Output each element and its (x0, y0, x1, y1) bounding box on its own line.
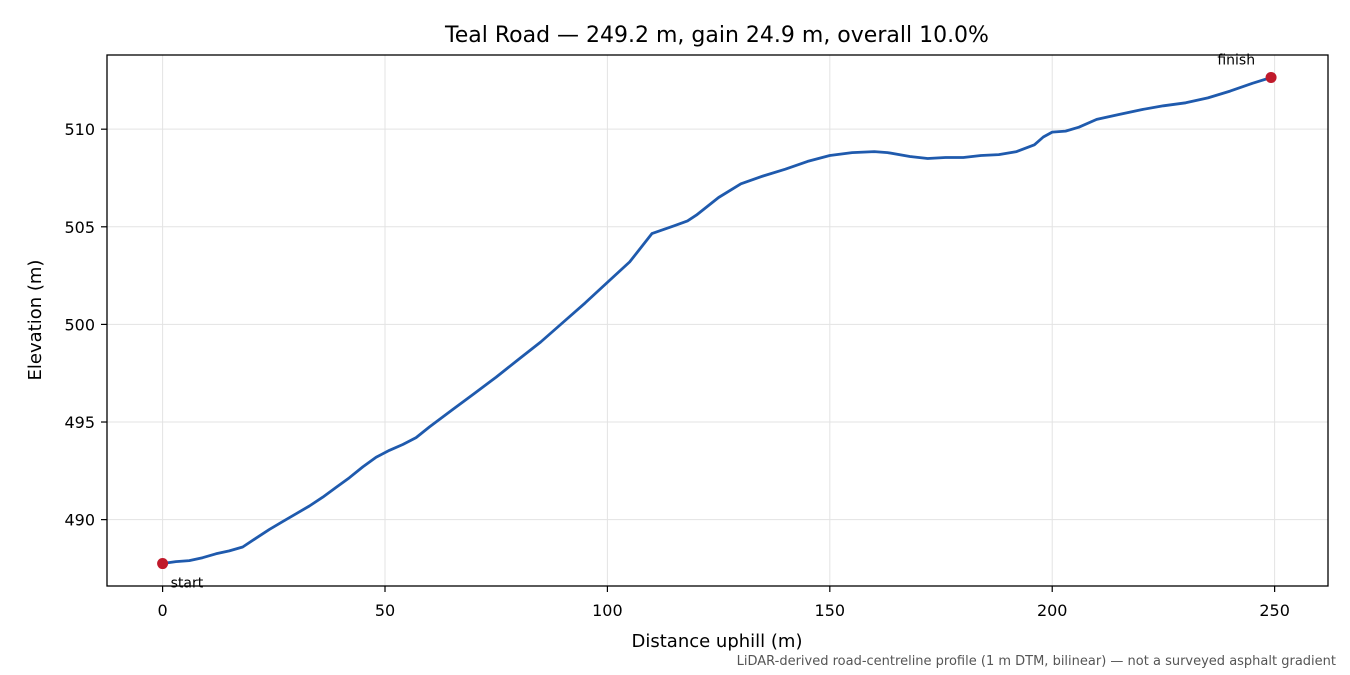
y-tick-label: 505 (64, 218, 95, 237)
chart-title: Teal Road — 249.2 m, gain 24.9 m, overal… (444, 23, 989, 48)
x-tick-label: 0 (158, 601, 168, 620)
x-tick-label: 150 (815, 601, 846, 620)
y-axis-label: Elevation (m) (25, 260, 46, 381)
x-tick-label: 250 (1259, 601, 1290, 620)
x-axis-label: Distance uphill (m) (632, 631, 803, 652)
finish-marker (1265, 71, 1277, 83)
start-label: start (171, 576, 204, 592)
plot-frame (106, 54, 1329, 587)
finish-label: finish (1217, 52, 1255, 68)
elevation-line (161, 76, 1273, 565)
y-axis: 490 495 500 505 510 (64, 120, 107, 530)
grid-lines (107, 55, 1328, 586)
y-tick-label: 490 (64, 511, 95, 530)
footnote: LiDAR-derived road-centreline profile (1… (737, 654, 1336, 669)
y-tick-label: 500 (64, 315, 95, 334)
marker-layer: start finish (157, 52, 1277, 592)
x-axis: 0 50 100 150 200 250 (158, 586, 1290, 620)
x-tick-label: 50 (375, 601, 395, 620)
y-tick-label: 495 (64, 413, 95, 432)
series-layer (161, 76, 1273, 565)
y-tick-label: 510 (64, 120, 95, 139)
x-tick-label: 200 (1037, 601, 1068, 620)
start-marker (157, 558, 169, 570)
x-tick-label: 100 (592, 601, 623, 620)
